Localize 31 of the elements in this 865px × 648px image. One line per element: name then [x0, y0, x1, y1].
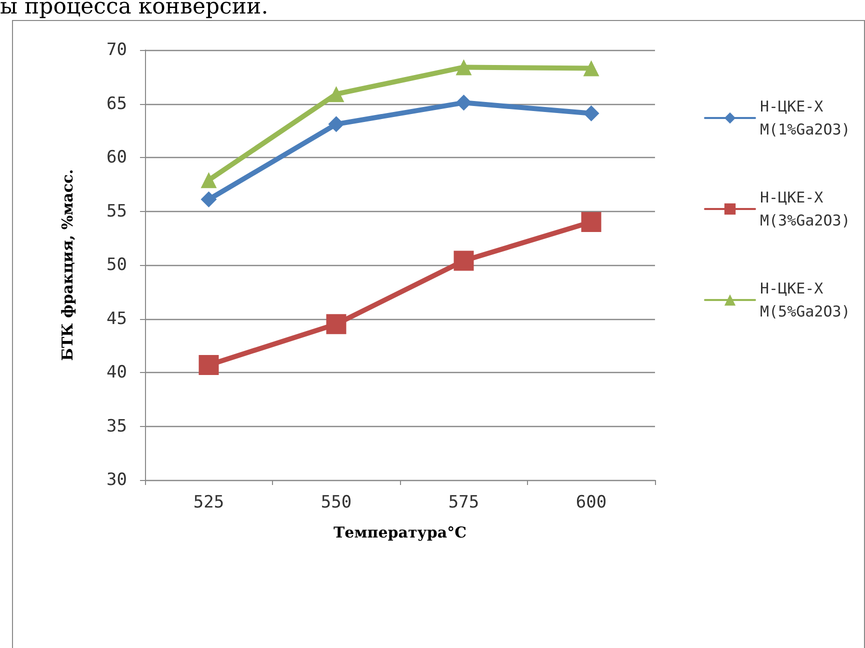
y-tick-label: 50: [106, 255, 127, 275]
y-axis-title: БТК фракция, %масс.: [58, 169, 76, 361]
point: [200, 191, 217, 208]
y-tick-label: 55: [106, 201, 127, 222]
y-tick-label: 45: [106, 308, 127, 329]
legend-label: Н-ЦКЕ-ХМ(5%Ga2O3): [760, 280, 850, 320]
point: [456, 59, 472, 76]
y-tick-label: 30: [106, 470, 127, 490]
x-tick-label: 600: [576, 492, 607, 512]
point: [200, 172, 217, 188]
y-tick-label: 60: [106, 148, 127, 168]
x-tick-label: 575: [448, 492, 480, 512]
x-axis-title: Температура°С: [333, 524, 467, 542]
point: [328, 116, 344, 132]
point: [583, 105, 600, 122]
x-tick-label: 550: [320, 492, 352, 512]
legend-label: Н-ЦКЕ-ХМ(3%Ga2O3): [760, 188, 850, 230]
point: [454, 250, 474, 271]
y-tick-label: 35: [106, 416, 127, 436]
point: [583, 60, 600, 76]
point: [456, 94, 472, 111]
x-tick-label: 525: [193, 492, 224, 512]
y-tick-label: 70: [106, 40, 127, 60]
legend-label: Н-ЦКЕ-ХМ(1%Ga2O3): [760, 98, 850, 138]
point: [326, 314, 346, 334]
point: [198, 354, 219, 375]
point: [581, 212, 602, 232]
text: ы процесса конверсии.: [0, 0, 268, 20]
point: [328, 86, 344, 102]
y-tick-label: 65: [106, 94, 127, 114]
y-tick-label: 40: [106, 362, 127, 382]
